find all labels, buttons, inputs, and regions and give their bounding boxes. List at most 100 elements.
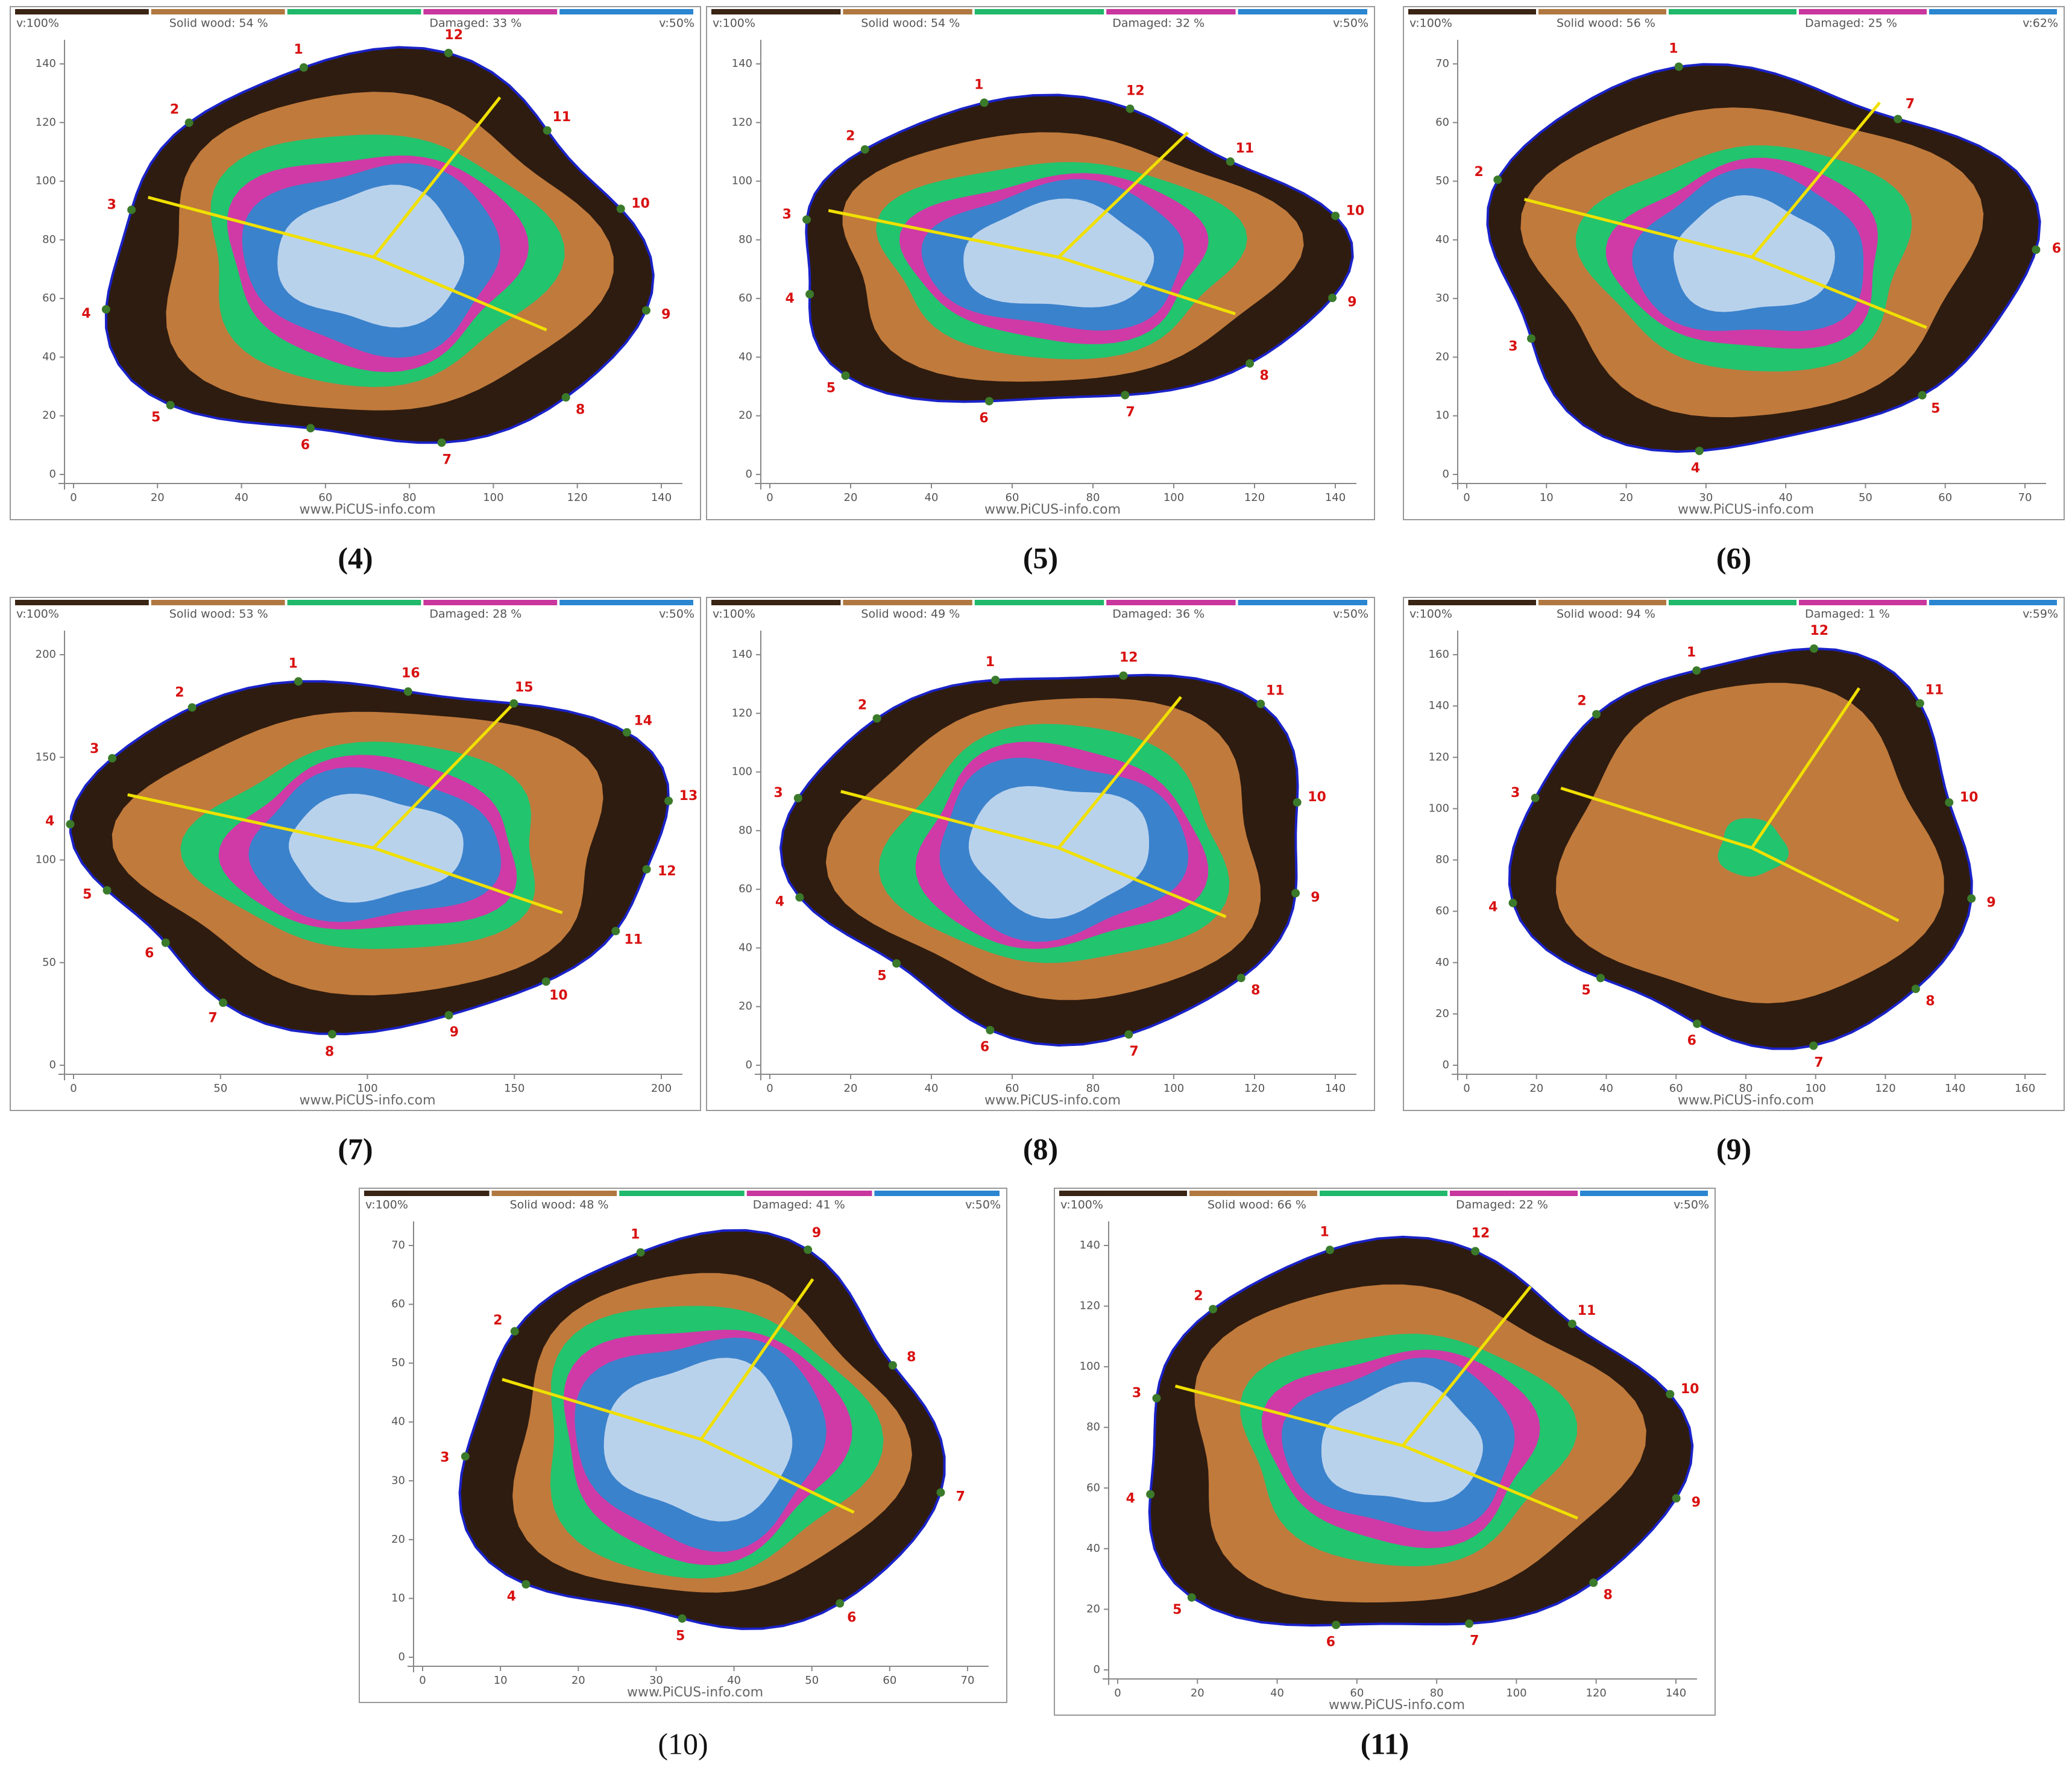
legend-strip (1238, 600, 1367, 605)
sensor (403, 687, 412, 696)
y-tick-label: 40 (738, 941, 752, 954)
x-tick-label: 100 (1506, 1687, 1526, 1699)
sensor-label: 3 (1132, 1386, 1141, 1401)
sensor (1326, 1246, 1335, 1255)
sensor-label: 6 (1326, 1634, 1335, 1649)
sensor-label: 9 (812, 1226, 821, 1241)
legend-strip (1669, 9, 1796, 14)
x-tick-label: 80 (1086, 491, 1100, 504)
y-tick-label: 40 (738, 350, 752, 363)
sensor-label: 11 (1266, 683, 1285, 698)
tomogram-panel: v:100% Solid wood: 54 % Damaged: 32 % v:50%… (706, 6, 1375, 520)
sensor-label: 5 (877, 968, 886, 983)
sensor (1692, 666, 1701, 675)
y-tick-label: 10 (391, 1592, 405, 1604)
x-tick-label: 30 (1699, 491, 1713, 504)
x-tick-label: 120 (1244, 491, 1265, 504)
y-tick-label: 100 (732, 175, 752, 187)
sensor (510, 1327, 519, 1336)
sensor-label: 3 (783, 207, 792, 222)
x-tick-label: 10 (1540, 491, 1554, 504)
legend-strip (1580, 1191, 1708, 1196)
watermark: www.PiCUS-info.com (1678, 502, 1814, 517)
y-tick-label: 60 (738, 883, 752, 895)
panel-caption: (4) (338, 541, 373, 575)
y-tick-label: 80 (1435, 854, 1449, 866)
legend-strip (843, 9, 972, 14)
sensor-label: 10 (1681, 1382, 1699, 1397)
sound-path (828, 209, 1059, 259)
sensor-label: 12 (1119, 650, 1138, 666)
legend-strip (151, 600, 285, 605)
x-tick-label: 10 (494, 1674, 508, 1687)
sensor-label: 11 (1578, 1303, 1596, 1318)
x-tick-label: 40 (1270, 1687, 1284, 1699)
legend-strip (1408, 600, 1536, 605)
header-label: Damaged: 1 % (1805, 608, 1890, 621)
y-tick-label: 20 (738, 409, 752, 422)
sensor-label: 1 (974, 77, 983, 92)
y-tick-label: 20 (42, 409, 56, 422)
sensor (1693, 1019, 1702, 1028)
x-tick-label: 100 (1164, 491, 1184, 504)
y-tick-label: 0 (49, 468, 56, 480)
sensor-label: 1 (631, 1227, 640, 1242)
sensor-label: 10 (1308, 790, 1326, 805)
x-tick-label: 80 (403, 491, 417, 504)
sound-path (502, 1378, 702, 1441)
y-tick-label: 80 (738, 824, 752, 837)
y-tick-label: 40 (1435, 233, 1449, 246)
sensor-label: 12 (1126, 83, 1145, 98)
x-tick-label: 140 (1325, 491, 1346, 504)
sensor-label: 5 (83, 887, 92, 902)
sensor (1146, 1490, 1155, 1499)
x-tick-label: 60 (1006, 1082, 1019, 1095)
sensor (1471, 1247, 1480, 1256)
sensor-label: 2 (1194, 1288, 1203, 1303)
x-tick-label: 140 (1945, 1082, 1965, 1095)
sensor-label: 12 (1472, 1226, 1490, 1241)
header-label: Solid wood: 54 % (861, 17, 960, 30)
sound-path (1058, 256, 1236, 316)
x-tick-label: 40 (235, 491, 248, 504)
sensor-label: 2 (846, 129, 855, 144)
sensor (102, 886, 112, 895)
sensor-label: 1 (1669, 42, 1678, 57)
sensor-label: 5 (1931, 401, 1940, 416)
sensor (1526, 334, 1535, 343)
sensor (1967, 894, 1976, 903)
sensor (991, 675, 1000, 684)
sensor (980, 98, 989, 107)
sensor-label: 5 (827, 380, 836, 395)
legend-strip (843, 600, 972, 605)
header-label: v:50% (659, 17, 694, 30)
sensor (1187, 1593, 1196, 1602)
sensor (622, 728, 631, 737)
y-tick-label: 80 (738, 233, 752, 246)
panel-caption: (11) (1361, 1727, 1409, 1760)
sensor (444, 48, 453, 57)
x-tick-label: 30 (649, 1674, 663, 1687)
y-tick-label: 140 (732, 57, 752, 70)
sensor (1226, 157, 1235, 166)
header-label: v:100% (713, 608, 755, 621)
sensor (1124, 1030, 1133, 1039)
legend-strip (559, 600, 693, 605)
sensor-label: 8 (325, 1044, 334, 1059)
tomogram-panel: v:100% Solid wood: 49 % Damaged: 36 % v:50%… (706, 597, 1375, 1111)
sensor-label: 12 (1810, 623, 1829, 638)
x-tick-label: 100 (483, 491, 503, 504)
y-tick-label: 200 (36, 648, 56, 661)
sensor-label: 8 (1604, 1588, 1613, 1603)
sensor (984, 397, 993, 406)
sensor-label: 3 (107, 197, 116, 212)
sensor (678, 1614, 687, 1623)
sensor (1508, 898, 1517, 907)
sensor (1152, 1394, 1161, 1403)
sensor (1666, 1390, 1675, 1399)
y-tick-label: 40 (1086, 1542, 1100, 1555)
y-tick-label: 100 (36, 175, 56, 187)
header-label: Damaged: 25 % (1805, 17, 1897, 30)
sensor-label: 6 (979, 411, 988, 426)
y-tick-label: 60 (1435, 116, 1449, 128)
